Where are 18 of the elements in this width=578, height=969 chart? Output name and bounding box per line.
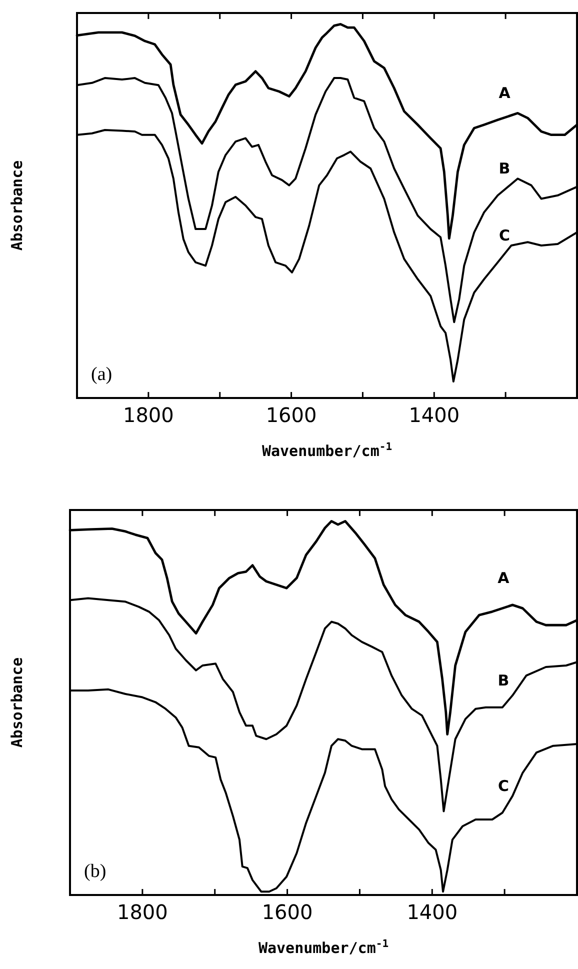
series-label: B [498,671,510,690]
y-axis-title: Absorbance [8,657,26,748]
series-label: C [498,226,510,244]
x-tick-label: 1600 [262,900,313,924]
x-tick-label: 1600 [266,403,317,427]
text: (b) [84,861,106,882]
y-axis-title: Absorbance [8,160,26,251]
series-label: B [498,159,510,178]
x-axis-title: Wavenumber/cm$^{-1}$ [262,441,392,460]
x-axis-title: Wavenumber/cm$^{-1}$ [258,938,389,957]
series-label: A [498,84,511,102]
text: (a) [91,364,112,385]
series-label: A [498,568,510,587]
x-tick-label: 1400 [408,403,460,427]
x-tick-label: 1400 [406,900,458,924]
x-tick-label: 1800 [122,403,174,427]
x-tick-label: 1800 [116,900,168,924]
series-label: C [498,776,509,795]
